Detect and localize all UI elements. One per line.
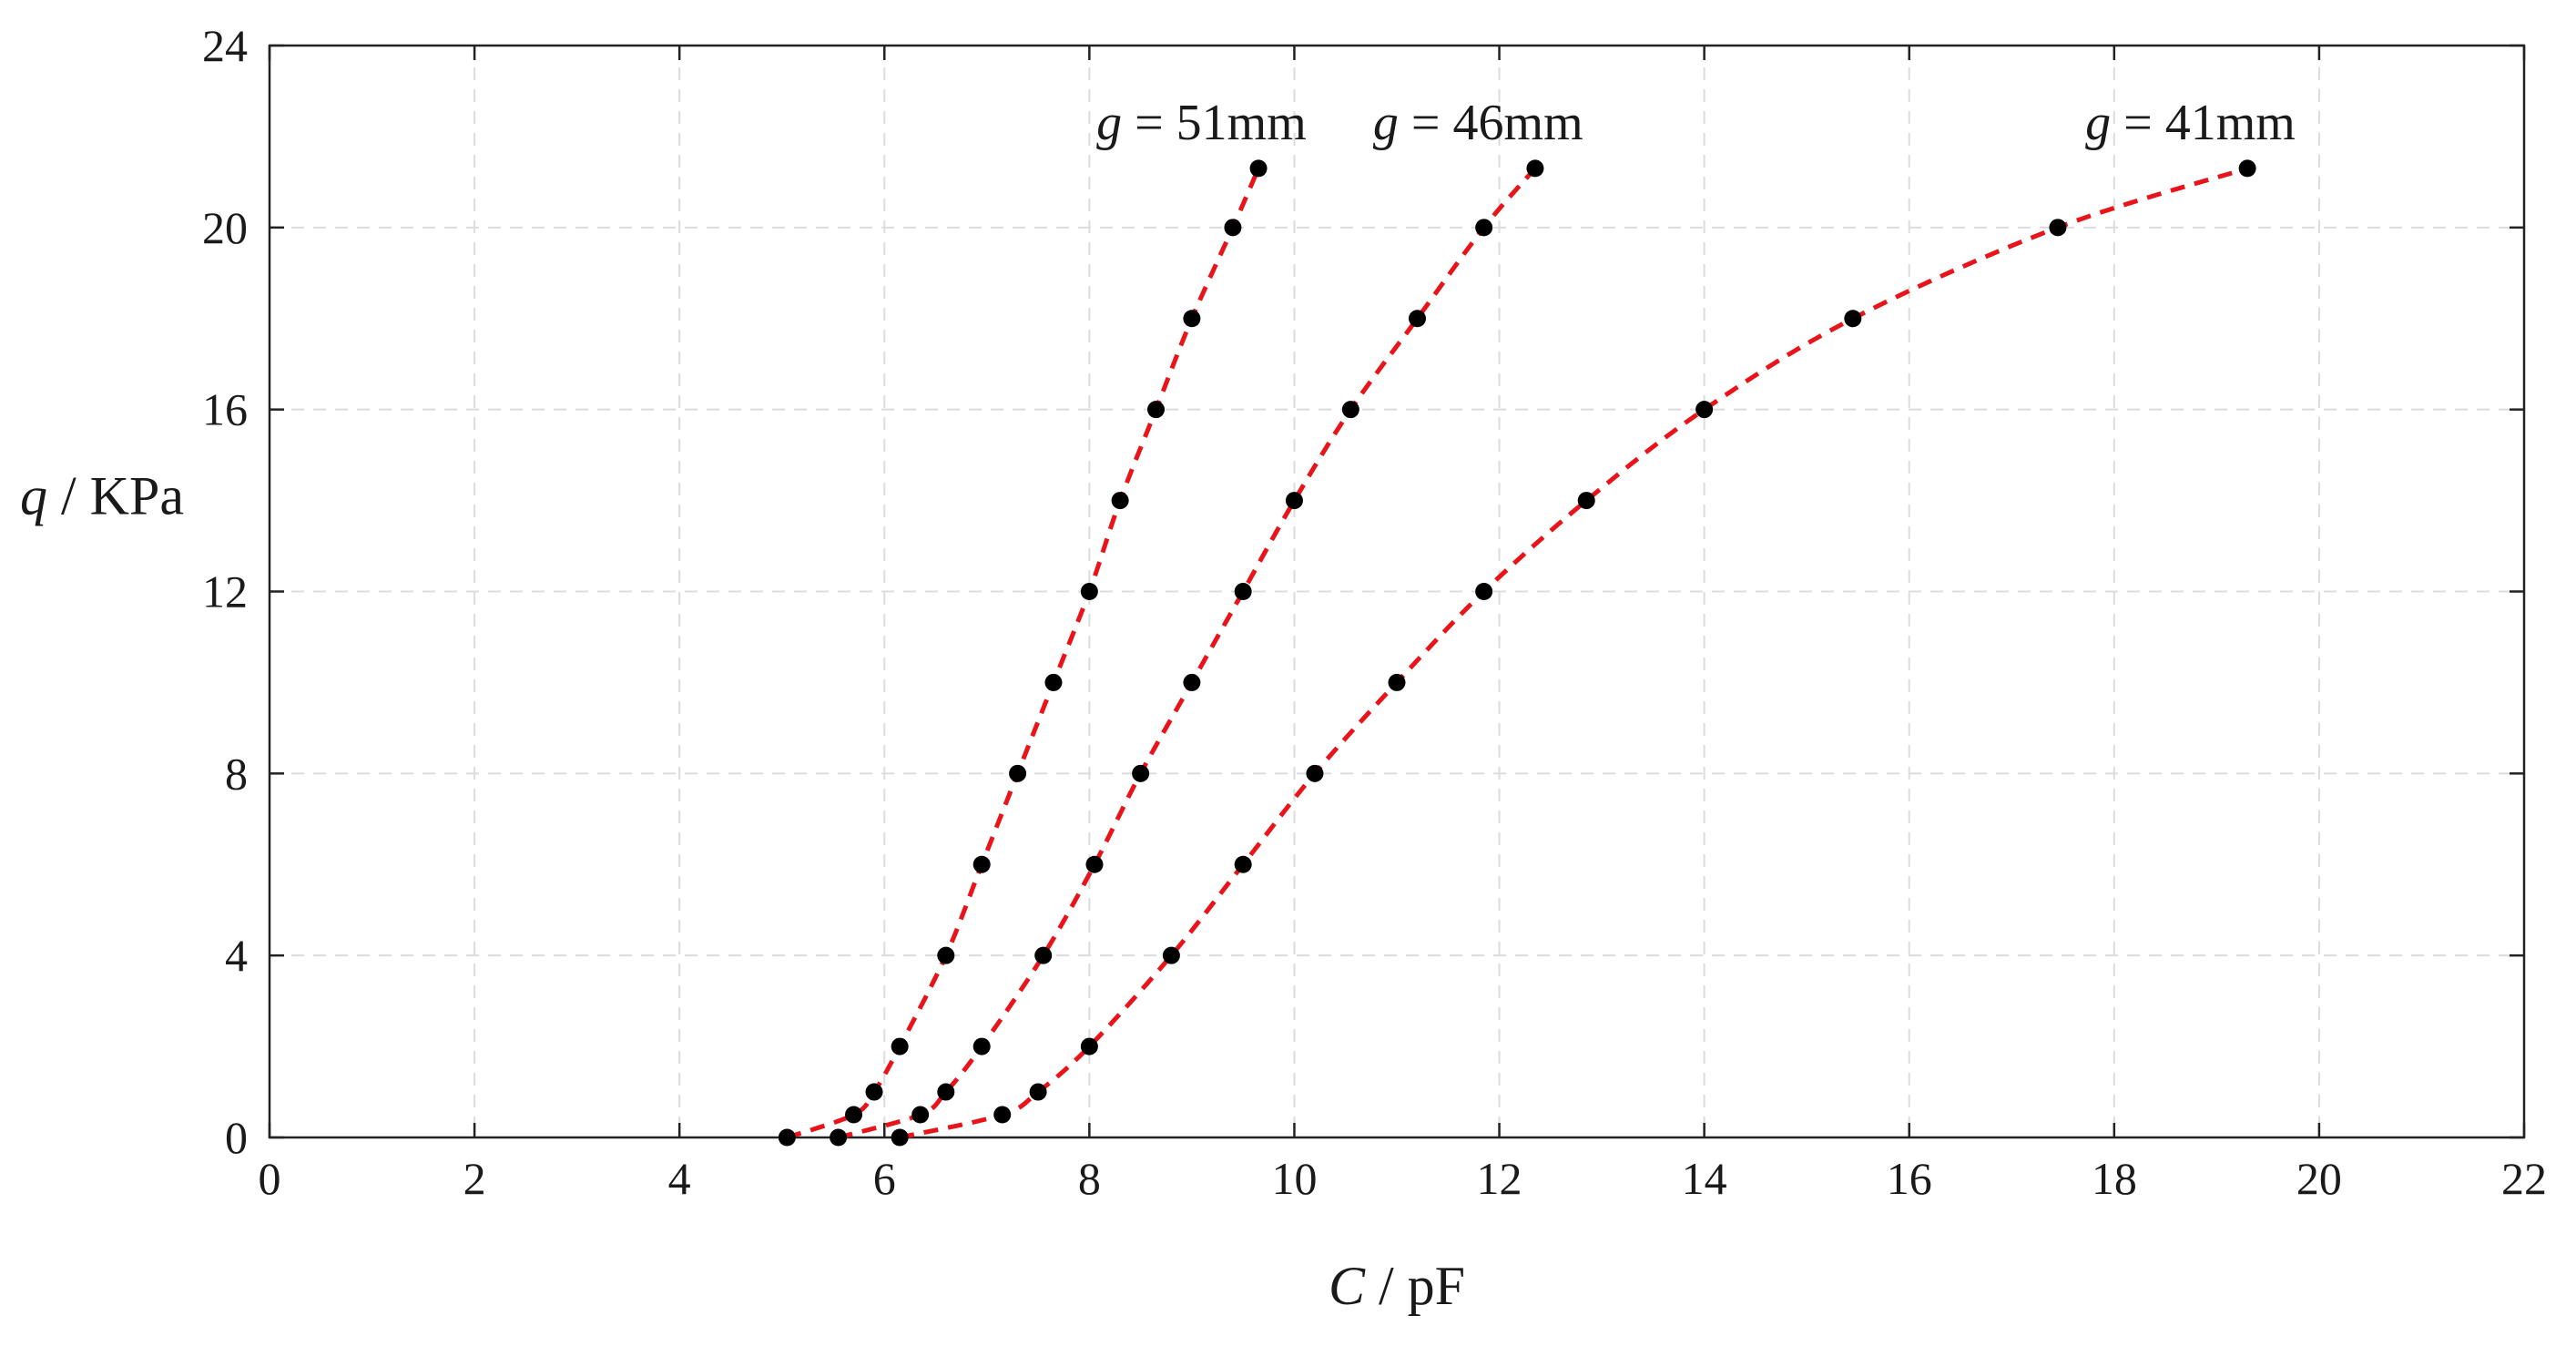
data-point <box>1132 764 1150 782</box>
data-point <box>778 1128 796 1147</box>
series-3 <box>891 159 2256 1147</box>
x-tick-label: 0 <box>259 1153 281 1204</box>
data-point <box>2238 159 2256 178</box>
y-tick-label: 16 <box>202 384 248 435</box>
y-tick-label: 8 <box>225 748 248 799</box>
x-tick-label: 4 <box>668 1153 691 1204</box>
data-point <box>1341 401 1359 419</box>
x-tick-label: 14 <box>1682 1153 1727 1204</box>
series-label-value: = 51mm <box>1122 95 1307 151</box>
y-axis-label: q / KPa <box>20 466 184 526</box>
x-tick-label: 8 <box>1078 1153 1101 1204</box>
y-axis-separator: / <box>47 466 90 526</box>
y-tick-label: 4 <box>225 930 248 981</box>
data-point <box>1224 219 1242 237</box>
data-point <box>1234 855 1252 873</box>
series-layer <box>778 159 2256 1147</box>
data-point <box>1029 1083 1047 1101</box>
data-point <box>972 855 991 873</box>
data-point <box>1695 401 1714 419</box>
data-point <box>1009 764 1027 782</box>
grid-lines <box>270 46 2524 1137</box>
data-point <box>1388 673 1406 691</box>
x-tick-label: 20 <box>2296 1153 2342 1204</box>
y-tick-labels: 0 4 8 12 16 20 24 <box>202 20 248 1163</box>
x-axis-unit: pF <box>1408 1256 1465 1316</box>
x-tick-label: 22 <box>2501 1153 2547 1204</box>
data-point <box>1147 401 1166 419</box>
data-point <box>2049 219 2067 237</box>
y-axis-variable: q <box>20 466 47 526</box>
series-1 <box>778 159 1268 1147</box>
data-point <box>1080 583 1098 600</box>
data-point <box>845 1106 863 1124</box>
series-label-value: = 41mm <box>2111 95 2296 151</box>
x-tick-label: 16 <box>1887 1153 1932 1204</box>
y-tick-label: 20 <box>202 202 248 253</box>
data-point <box>1475 219 1493 237</box>
x-axis-variable: C <box>1329 1256 1366 1316</box>
series-label-variable: g <box>2085 95 2111 151</box>
series-label-value: = 46mm <box>1399 95 1583 151</box>
x-axis-separator: / <box>1365 1256 1408 1316</box>
data-point <box>1080 1037 1098 1055</box>
x-tick-labels: 0 2 4 6 8 10 12 14 16 18 20 22 <box>259 1153 2548 1204</box>
data-point <box>1183 310 1201 328</box>
data-point <box>1844 310 1862 328</box>
x-tick-label: 10 <box>1271 1153 1317 1204</box>
data-point <box>1526 159 1544 178</box>
data-point <box>830 1128 848 1147</box>
series-label-variable: g <box>1096 95 1122 151</box>
series-labels: g = 51mm g = 46mm g = 41mm <box>1096 95 2296 151</box>
y-tick-label: 12 <box>202 566 248 617</box>
y-axis-unit: KPa <box>90 466 184 526</box>
data-point <box>1044 673 1063 691</box>
data-point <box>911 1106 930 1124</box>
data-point <box>937 1083 955 1101</box>
series-2 <box>830 159 1544 1147</box>
data-point <box>972 1037 991 1055</box>
x-tick-label: 2 <box>463 1153 486 1204</box>
data-point <box>1234 583 1252 600</box>
fit-curve <box>786 167 1261 1140</box>
x-tick-label: 12 <box>1477 1153 1522 1204</box>
series-label-variable: g <box>1373 95 1399 151</box>
data-point <box>1306 764 1324 782</box>
data-point <box>1475 583 1493 600</box>
data-point <box>993 1106 1012 1124</box>
data-point <box>1285 492 1303 510</box>
data-point <box>1034 946 1053 964</box>
y-tick-label: 24 <box>202 20 248 71</box>
data-point <box>1111 492 1129 510</box>
axis-ticks <box>268 44 2526 1139</box>
data-point <box>1249 159 1268 178</box>
data-point <box>1162 946 1180 964</box>
data-point <box>1085 855 1104 873</box>
series-label: g = 46mm <box>1373 95 1583 151</box>
data-point <box>1577 492 1595 510</box>
data-point <box>891 1037 909 1055</box>
data-point <box>1409 310 1427 328</box>
series-label: g = 41mm <box>2085 95 2296 151</box>
data-point <box>1183 673 1201 691</box>
data-point <box>937 946 955 964</box>
y-tick-label: 0 <box>225 1112 248 1163</box>
x-axis-label: C / pF <box>1329 1256 1465 1316</box>
x-tick-label: 18 <box>2092 1153 2137 1204</box>
x-tick-label: 6 <box>873 1153 896 1204</box>
data-point <box>865 1083 883 1101</box>
series-label: g = 51mm <box>1096 95 1307 151</box>
data-point <box>891 1128 909 1147</box>
